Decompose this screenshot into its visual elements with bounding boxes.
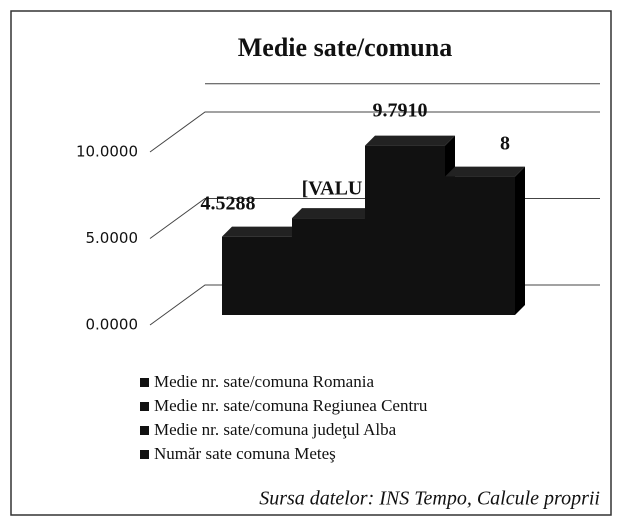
bar-top xyxy=(292,208,375,219)
data-label: [VALU xyxy=(302,178,363,200)
data-label: 9.7910 xyxy=(373,100,428,122)
legend-swatch xyxy=(140,378,149,387)
source-note: Sursa datelor: INS Tempo, Calcule propri… xyxy=(259,488,600,510)
data-label: 8 xyxy=(500,133,510,155)
legend-swatch xyxy=(140,450,149,459)
grid-line xyxy=(149,111,600,153)
y-tick-label: 5.0000 xyxy=(86,229,139,247)
y-tick-label: 0.0000 xyxy=(86,316,139,334)
bar xyxy=(365,145,445,315)
legend-swatch xyxy=(140,402,149,411)
data-label: 4.5288 xyxy=(201,193,256,215)
chart-frame xyxy=(10,10,612,516)
bar-side xyxy=(515,166,525,315)
bar-top xyxy=(365,135,455,146)
y-tick-label: 10.0000 xyxy=(76,143,138,161)
legend-label: Medie nr. sate/comuna Romania xyxy=(154,372,374,391)
bar xyxy=(445,176,515,315)
bar-top xyxy=(445,166,525,177)
legend-label: Număr sate comuna Meteş xyxy=(154,444,336,463)
legend-swatch xyxy=(140,426,149,435)
chart-title: Medie sate/comuna xyxy=(238,33,452,62)
bar xyxy=(222,236,292,315)
legend-label: Medie nr. sate/comuna judeţul Alba xyxy=(154,420,397,439)
bar-top xyxy=(222,226,302,237)
legend-label: Medie nr. sate/comuna Regiunea Centru xyxy=(154,396,428,415)
bar xyxy=(292,218,365,315)
